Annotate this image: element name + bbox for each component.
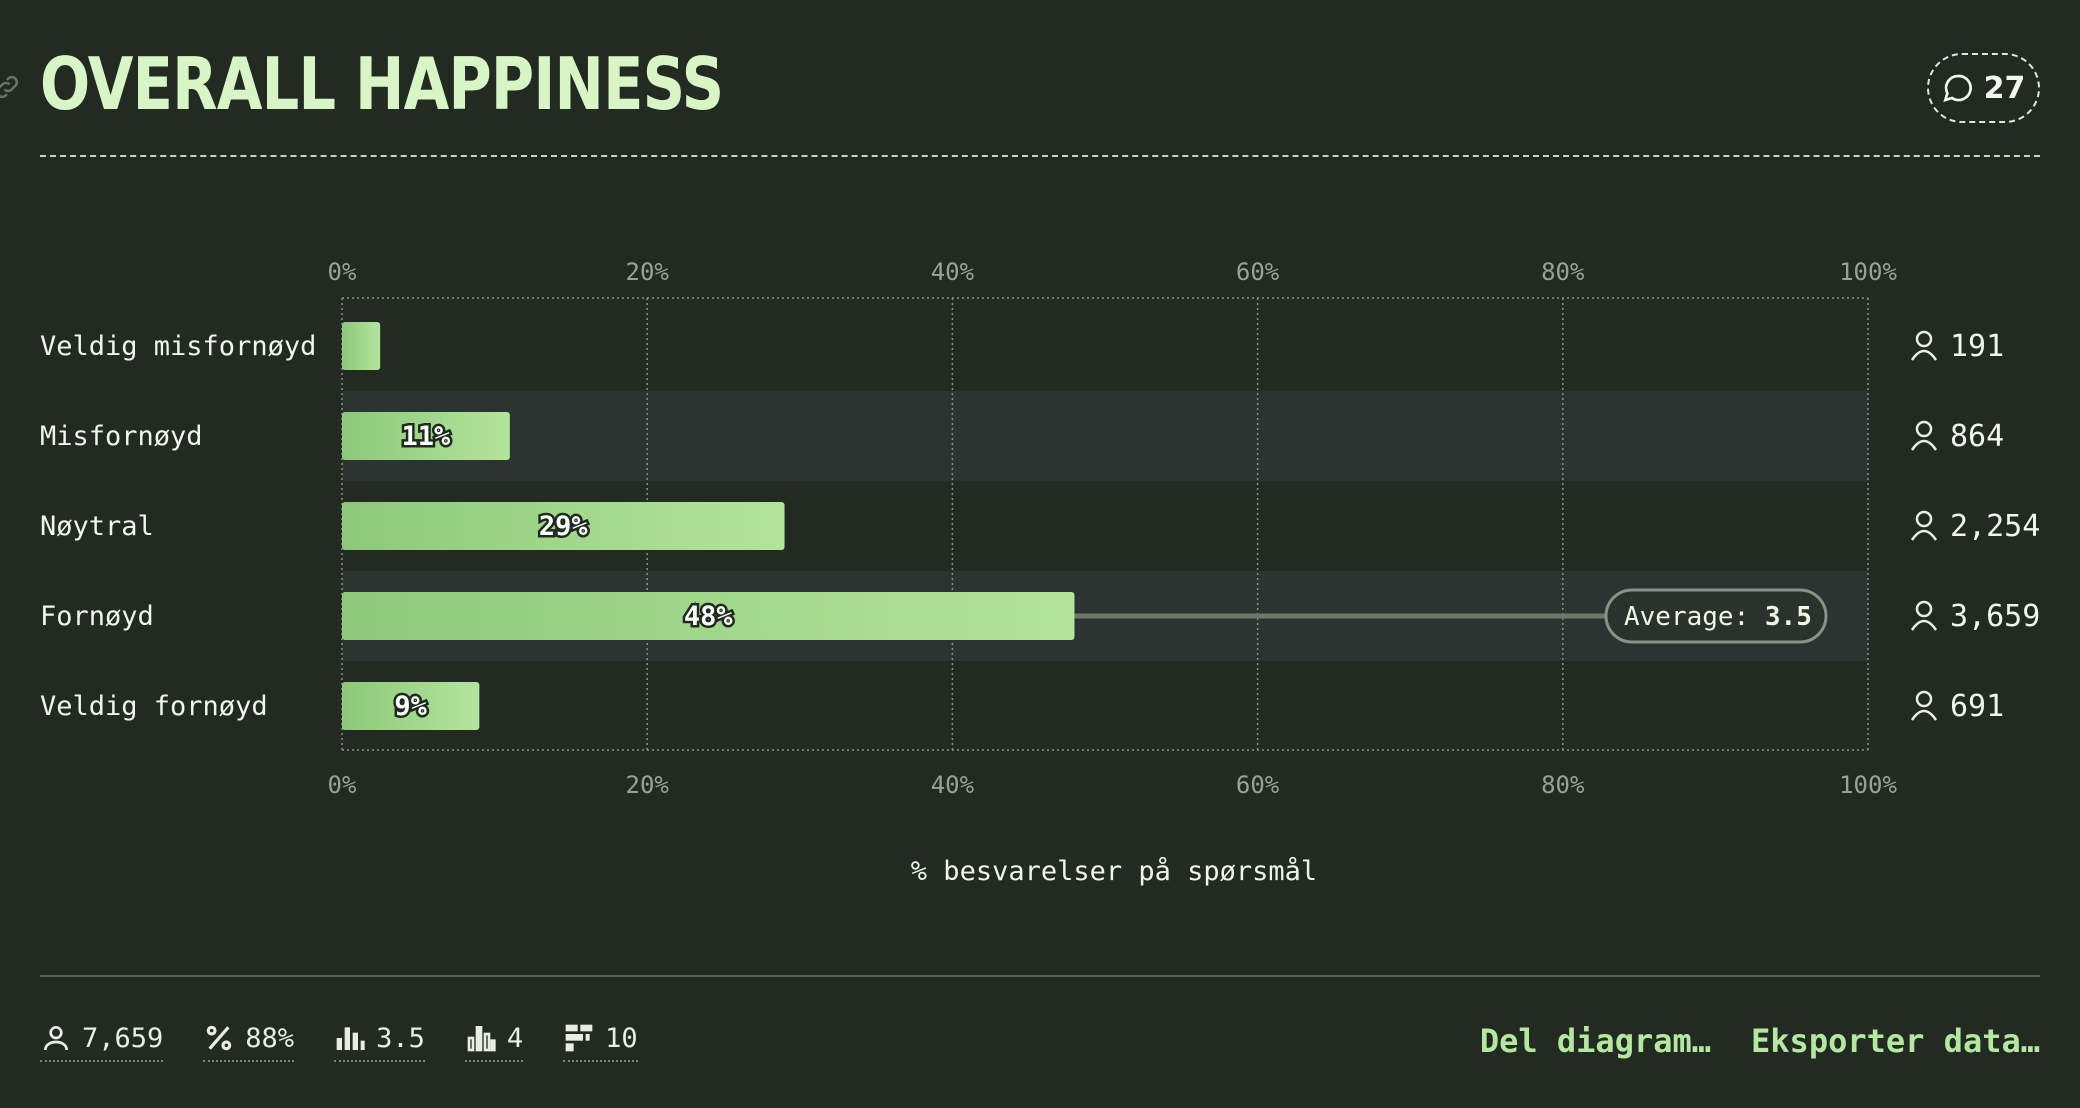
x-axis-title: % besvarelser på spørsmål: [911, 856, 1317, 887]
comment-icon: [1942, 74, 1972, 102]
person-icon: [1915, 690, 1933, 708]
person-icon: [1910, 619, 1938, 631]
export-data-link[interactable]: Eksporter data…: [1751, 1022, 2040, 1060]
person-icon: [1910, 439, 1938, 451]
stat-respondents[interactable]: 7,659: [40, 1022, 164, 1062]
x-tick-label-top: 20%: [626, 258, 670, 286]
category-label: Nøytral: [40, 511, 154, 542]
bar-value-label: 11%: [402, 421, 452, 452]
x-tick-label-top: 40%: [931, 258, 975, 286]
respondent-count: 691: [1950, 689, 2004, 724]
bar: [342, 322, 381, 370]
stat-value: 88%: [245, 1022, 295, 1054]
bar-value-label: 29%: [539, 511, 589, 542]
person-icon: [1915, 600, 1933, 618]
average-label: Average: 3.5: [1624, 602, 1812, 632]
category-label: Veldig fornøyd: [40, 691, 268, 722]
category-label: Veldig misfornøyd: [40, 331, 316, 362]
person-icon: [1915, 330, 1933, 348]
respondent-count: 864: [1950, 419, 2004, 454]
x-tick-label-bottom: 100%: [1839, 771, 1897, 799]
stat-median[interactable]: 4: [464, 1022, 524, 1062]
person-icon: [1915, 420, 1933, 438]
stat-value: 10: [605, 1022, 638, 1054]
respondent-count: 3,659: [1950, 599, 2040, 634]
stat-response-rate[interactable]: 88%: [203, 1022, 295, 1062]
person-icon: [1910, 529, 1938, 541]
average-value: 3.5: [1765, 602, 1812, 632]
category-label: Misfornøyd: [40, 421, 203, 452]
share-chart-link[interactable]: Del diagram…: [1479, 1022, 1712, 1060]
comments-button[interactable]: 27: [1927, 53, 2040, 123]
x-tick-label-bottom: 80%: [1541, 771, 1585, 799]
person-icon: [1910, 709, 1938, 721]
person-icon: [1915, 510, 1933, 528]
bar-value-label: 48%: [684, 601, 734, 632]
comment-count: 27: [1983, 70, 2026, 106]
person-icon: [1910, 349, 1938, 361]
stat-average[interactable]: 3.5: [334, 1022, 425, 1062]
bar: [342, 682, 480, 730]
bar: [342, 412, 510, 460]
person-icon: [44, 1026, 68, 1051]
x-tick-label-bottom: 40%: [931, 771, 975, 799]
link-icon[interactable]: [0, 72, 22, 102]
x-tick-label-bottom: 60%: [1236, 771, 1280, 799]
header-divider: [40, 155, 2040, 157]
bar-chart-outline-icon: [467, 1026, 496, 1052]
respondent-count: 2,254: [1950, 509, 2040, 544]
distribution-icon: [565, 1024, 593, 1052]
respondent-count: 191: [1950, 329, 2004, 364]
x-tick-label-top: 100%: [1839, 258, 1897, 286]
x-tick-label-bottom: 0%: [328, 771, 357, 799]
footer-divider: [40, 975, 2040, 977]
category-label: Fornøyd: [40, 601, 154, 632]
page-title: OVERALL HAPPINESS: [40, 42, 724, 126]
summary-stats: 7,659 88% 3.5 4 10: [40, 1022, 638, 1062]
stat-value: 4: [506, 1022, 524, 1054]
bar-chart-icon: [336, 1027, 365, 1050]
stat-value: 3.5: [376, 1022, 425, 1054]
bar: [342, 592, 1075, 640]
x-tick-label-top: 80%: [1541, 258, 1585, 286]
row-stripe: [342, 391, 1868, 481]
average-pill: [1604, 588, 1828, 644]
percent-icon: [207, 1025, 232, 1051]
stat-value: 7,659: [82, 1022, 164, 1054]
x-tick-label-top: 60%: [1236, 258, 1280, 286]
chart-actions: Del diagram… Eksporter data…: [1480, 1022, 2040, 1060]
stat-options[interactable]: 10: [563, 1022, 638, 1062]
x-tick-label-bottom: 20%: [626, 771, 670, 799]
bar: [342, 502, 785, 550]
bar-value-label: 9%: [394, 691, 427, 722]
happiness-bar-chart: 0% 0% 20% 20% 40% 40% 60% 60% 80% 80% 100% 100% Veld…: [40, 258, 2040, 887]
x-tick-label-top: 0%: [328, 258, 357, 286]
